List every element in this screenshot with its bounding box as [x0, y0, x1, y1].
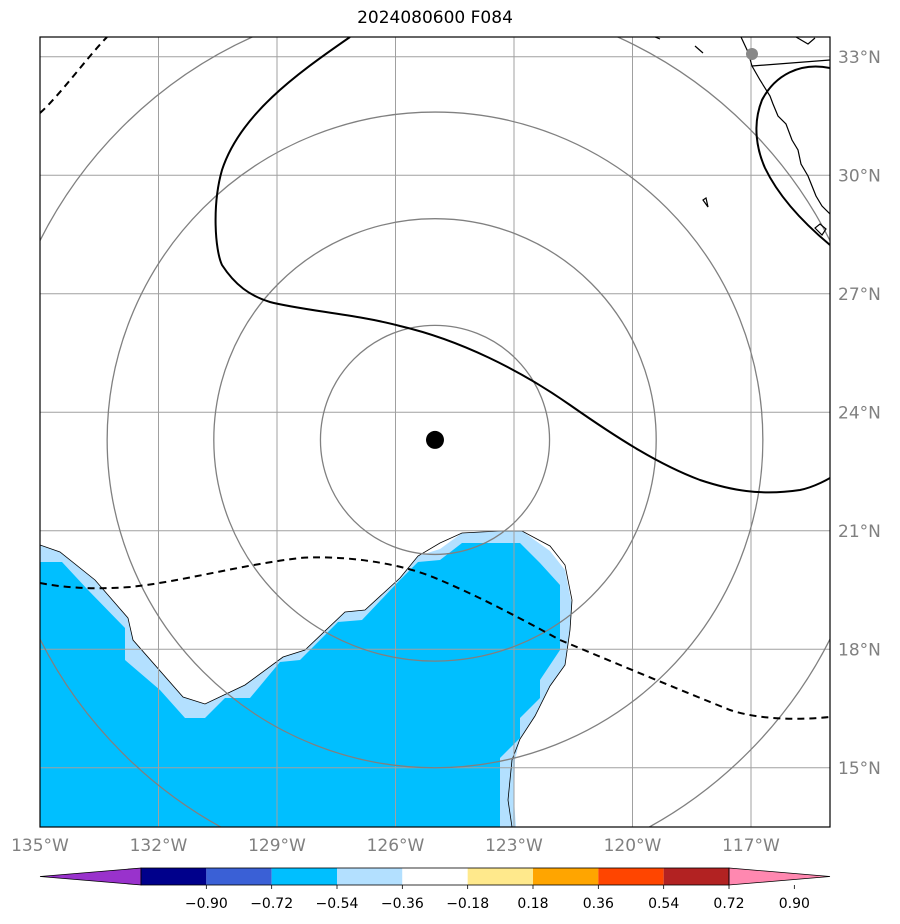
lon-tick-label: 132°W [130, 836, 188, 856]
latitude-tick-labels: 33°N 30°N 27°N 24°N 21°N 18°N 15°N [838, 48, 881, 779]
longitude-tick-labels: 135°W 132°W 129°W 126°W 123°W 120°W 117°W [11, 836, 780, 856]
lon-tick-label: 135°W [11, 836, 69, 856]
colorbar-tick-label: −0.72 [250, 896, 293, 912]
lat-tick-label: 18°N [838, 640, 881, 660]
range-ring [319, 324, 551, 556]
colorbar-tick-label: 0.90 [779, 896, 810, 912]
lat-tick-label: 33°N [838, 48, 881, 68]
colorbar-extend-high [728, 867, 831, 886]
range-ring [213, 218, 657, 662]
colorbar-segment [467, 868, 533, 885]
lat-tick-label: 27°N [838, 285, 881, 305]
colorbar-segment [141, 868, 207, 885]
colorbar-outline [140, 867, 730, 886]
colorbar-tick-label: −0.90 [185, 896, 228, 912]
coastline [654, 37, 830, 236]
range-rings [40, 37, 830, 827]
lon-tick-label: 117°W [722, 836, 780, 856]
lon-tick-label: 126°W [367, 836, 425, 856]
lon-tick-label: 123°W [485, 836, 543, 856]
colorbar-tick-label: −0.54 [316, 896, 359, 912]
colorbar-tick-label: 0.72 [713, 896, 744, 912]
solid-contour-northeast [755, 65, 830, 246]
dashed-contour-northwest [40, 37, 108, 114]
colorbar-tick-label: 0.18 [517, 896, 548, 912]
contour-lines [40, 37, 830, 720]
colorbar-extend-low [39, 867, 142, 886]
colorbar-tick-label: −0.18 [446, 896, 489, 912]
colorbar-segment [206, 868, 272, 885]
colorbar-tick-label: 0.54 [648, 896, 679, 912]
map-frame [39, 36, 831, 828]
colorbar-segment [271, 868, 337, 885]
station-marker [746, 48, 758, 60]
range-ring [106, 111, 764, 769]
anomaly-fill-core [40, 543, 560, 827]
colorbar-tick-label: 0.36 [583, 896, 614, 912]
lat-tick-label: 15°N [838, 759, 881, 779]
lon-tick-label: 129°W [248, 836, 306, 856]
colorbar: −0.90 −0.72 −0.54 −0.36 −0.18 0.18 0.36 0.54 0.7… [39, 867, 831, 912]
lat-tick-label: 24°N [838, 403, 881, 423]
colorbar-segment [337, 868, 403, 885]
anomaly-fill-layer [40, 530, 573, 827]
colorbar-segment [402, 868, 468, 885]
colorbar-segment [598, 868, 664, 885]
storm-center-marker [426, 430, 444, 449]
colorbar-segment [533, 868, 599, 885]
map-title: 2024080600 F084 [357, 8, 513, 28]
solid-contour-main [214, 37, 830, 494]
colorbar-segment [663, 868, 729, 885]
lon-tick-label: 120°W [604, 836, 662, 856]
anomaly-contour-thin [40, 530, 573, 827]
colorbar-tick-label: −0.36 [381, 896, 424, 912]
lat-tick-label: 21°N [838, 522, 881, 542]
lat-tick-label: 30°N [838, 166, 881, 186]
